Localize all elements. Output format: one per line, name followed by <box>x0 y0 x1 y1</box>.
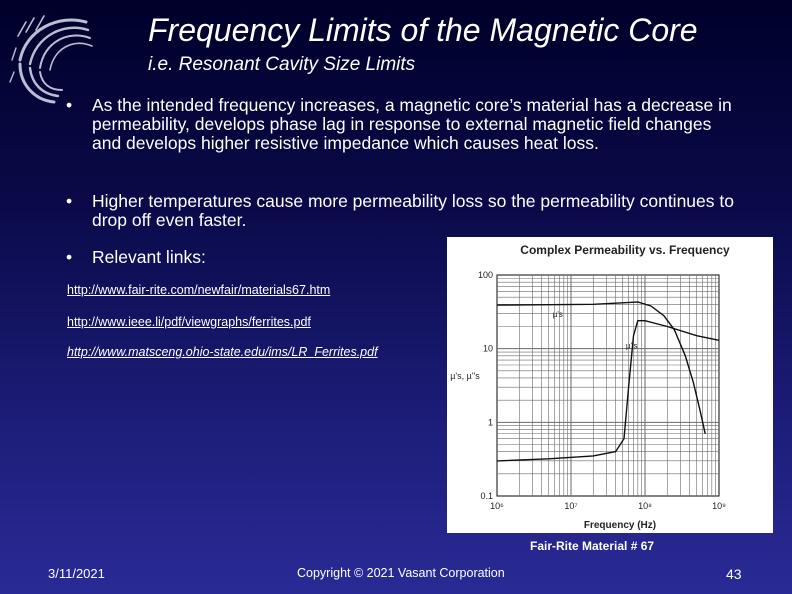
chart-title: Complex Permeability vs. Frequency <box>520 243 730 257</box>
chart-background <box>447 237 773 533</box>
link-fair-rite[interactable]: http://www.fair-rite.com/newfair/materia… <box>67 283 331 297</box>
plot-frame <box>496 274 720 497</box>
bullet-symbol: • <box>66 247 73 267</box>
link-ohio-state[interactable]: http://www.matsceng.ohio-state.edu/ims/L… <box>67 345 378 359</box>
bullet-item: • Relevant links: <box>66 248 736 267</box>
bullet-text: As the intended frequency increases, a m… <box>92 95 732 153</box>
figure-caption: Fair-Rite Material # 67 <box>530 539 655 553</box>
bullet-symbol: • <box>66 191 73 211</box>
x-axis-label: Frequency (Hz) <box>584 520 656 531</box>
bullet-text: Relevant links: <box>92 247 206 267</box>
y-tick-label: 100 <box>478 270 493 280</box>
series-line <box>496 320 720 462</box>
slide-title: Frequency Limits of the Magnetic Core <box>148 12 698 48</box>
x-tick-label: 10⁹ <box>712 501 726 511</box>
series-label: µ's <box>553 310 563 319</box>
spiral-logo-icon <box>9 15 93 104</box>
series-line <box>496 301 706 434</box>
bullet-item: • As the intended frequency increases, a… <box>66 96 736 153</box>
link-ieee[interactable]: http://www.ieee.li/pdf/viewgraphs/ferrit… <box>67 315 311 329</box>
x-tick-label: 10⁶ <box>490 501 504 511</box>
y-tick-label: 10 <box>483 344 493 354</box>
bullet-text: Higher temperatures cause more permeabil… <box>92 191 734 230</box>
series-label: µ''s <box>626 342 638 351</box>
y-tick-label: 1 <box>488 417 493 427</box>
footer-date: 3/11/2021 <box>48 566 105 581</box>
bullet-item: • Higher temperatures cause more permeab… <box>66 192 736 230</box>
y-tick-label: 0.1 <box>480 491 493 501</box>
y-axis-label: µ's, µ''s <box>450 371 480 381</box>
footer-copyright: Copyright © 2021 Vasant Corporation <box>297 566 505 580</box>
x-tick-label: 10⁸ <box>638 501 652 511</box>
bullet-symbol: • <box>66 95 73 115</box>
slide-number: 43 <box>726 566 742 582</box>
permeability-chart: Complex Permeability vs. Frequency µ's, … <box>447 237 773 533</box>
slide-subtitle: i.e. Resonant Cavity Size Limits <box>148 54 416 75</box>
x-tick-label: 10⁷ <box>564 501 577 511</box>
